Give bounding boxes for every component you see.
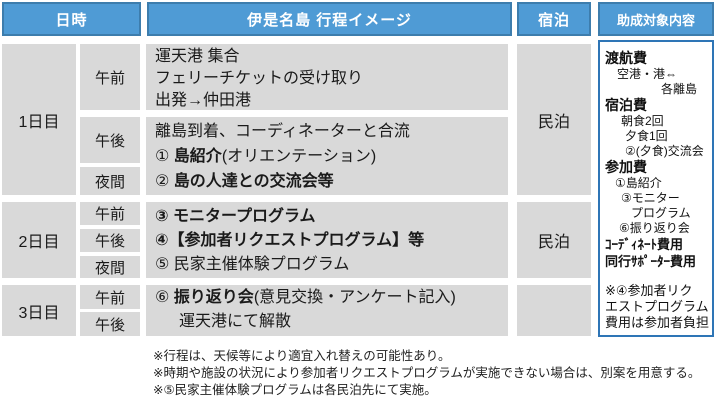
- program-title: 【参加者リクエストプログラム】等: [168, 232, 425, 249]
- program-number: ②: [155, 173, 174, 190]
- day2-program: ③ モニタープログラム ④【参加者リクエストプログラム】等 ⑤ 民家主催体験プロ…: [146, 202, 508, 278]
- program-line: 運天港 集合: [155, 48, 240, 65]
- subsidy-detail: ③モニター: [621, 191, 680, 205]
- day3-lodging: [517, 285, 591, 336]
- program-line: ② 島の人達との交流会等: [155, 169, 508, 194]
- day1-time-night: 夜間: [80, 167, 140, 195]
- day2-time-morning: 午前: [80, 202, 140, 225]
- day1-morning-program: 運天港 集合 フェリーチケットの受け取り 出発→仲田港: [146, 44, 508, 110]
- day1-time-morning: 午前: [80, 44, 140, 110]
- program-detail: (オリエンテーション): [221, 148, 377, 165]
- subsidy-detail: 夕食1回: [625, 129, 668, 143]
- program-line: ④【参加者リクエストプログラム】等: [155, 229, 508, 253]
- subsidy-category-coordinate: ｺｰﾃﾞｨﾈｰﾄ費用: [605, 237, 684, 252]
- day2-lodging: 民泊: [517, 202, 591, 278]
- header-itinerary-title: 伊是名島 行程イメージ: [147, 2, 512, 36]
- day3-label: 3日目: [2, 285, 76, 336]
- subsidy-note-line: エストプログラム: [605, 299, 709, 314]
- program-line: ⑥ 振り返り会(意見交換・アンケート記入): [155, 286, 508, 310]
- header-datetime: 日時: [2, 2, 141, 36]
- day1-label: 1日目: [2, 44, 76, 195]
- subsidy-note-line: ※④参加者リク: [605, 283, 693, 298]
- program-number: ④: [155, 232, 169, 249]
- footnotes: ※行程は、天候等により適宜入れ替えの可能性あり。 ※時期や施設の状況により参加者…: [153, 348, 700, 399]
- footnote-line: ※時期や施設の状況により参加者リクエストプログラムが実施できない場合は、別案を用…: [153, 366, 701, 380]
- program-number: ①: [155, 148, 174, 165]
- program-line: ⑤ 民家主催体験プログラム: [155, 253, 508, 277]
- day1-afternoon-program: 離島到着、コーディネーターと合流 ① 島紹介(オリエンテーション) ② 島の人達…: [146, 117, 508, 195]
- program-line: ① 島紹介(オリエンテーション): [155, 144, 508, 169]
- subsidy-category-lodging: 宿泊費: [605, 97, 647, 113]
- subsidy-category-travel: 渡航費: [605, 50, 647, 66]
- program-line: 出発→仲田港: [155, 92, 252, 109]
- program-number: ⑥: [155, 289, 174, 306]
- day1-time-afternoon: 午後: [80, 117, 140, 163]
- program-number: ③: [155, 208, 173, 225]
- subsidy-detail: ①島紹介: [615, 176, 662, 190]
- day2-label: 2日目: [2, 202, 76, 278]
- header-lodging: 宿泊: [517, 2, 591, 36]
- day2-time-night: 夜間: [80, 256, 140, 278]
- program-line: 離島到着、コーディネーターと合流: [155, 123, 410, 140]
- program-title: 振り返り会: [173, 289, 254, 306]
- footnote-line: ※行程は、天候等により適宜入れ替えの可能性あり。: [153, 349, 451, 363]
- program-title: 民家主催体験プログラム: [173, 256, 350, 273]
- subsidy-detail: 朝食2回: [621, 114, 664, 128]
- subsidy-category-supporter: 同行ｻﾎﾟｰﾀｰ費用: [605, 254, 697, 269]
- program-title: 島の人達との交流会等: [173, 173, 334, 190]
- program-line: 運天港にて解散: [179, 313, 292, 330]
- day2-time-afternoon: 午後: [80, 229, 140, 252]
- subsidy-detail: 空港・港⇔: [617, 67, 678, 81]
- subsidy-category-participation: 参加費: [605, 159, 647, 175]
- subsidy-panel: 渡航費 空港・港⇔ 各離島 宿泊費 朝食2回 夕食1回 ②(夕食)交流会 参加費…: [598, 40, 714, 337]
- program-title: モニタープログラム: [173, 208, 316, 225]
- day3-program: ⑥ 振り返り会(意見交換・アンケート記入) 運天港にて解散: [146, 285, 508, 336]
- subsidy-detail: ⑥振り返り会: [619, 221, 690, 235]
- program-line: ③ モニタープログラム: [155, 205, 508, 229]
- program-title: 島紹介: [173, 148, 222, 165]
- subsidy-detail: プログラム: [631, 206, 691, 220]
- footnote-line: ※⑤民家主催体験プログラムは各民泊先にて実施。: [153, 383, 437, 397]
- subsidy-note-line: 費用は参加者負担: [605, 315, 710, 330]
- day1-lodging: 民泊: [517, 44, 591, 195]
- program-detail: (意見交換・アンケート記入): [253, 289, 456, 306]
- header-subsidy: 助成対象内容: [598, 2, 714, 36]
- program-line: フェリーチケットの受け取り: [155, 70, 364, 87]
- program-number: ⑤: [155, 256, 174, 273]
- day3-time-morning: 午前: [80, 285, 140, 309]
- subsidy-detail: 各離島: [661, 82, 698, 96]
- subsidy-detail: ②(夕食)交流会: [625, 144, 704, 158]
- panel-spacer: [605, 270, 710, 283]
- day3-time-afternoon: 午後: [80, 312, 140, 336]
